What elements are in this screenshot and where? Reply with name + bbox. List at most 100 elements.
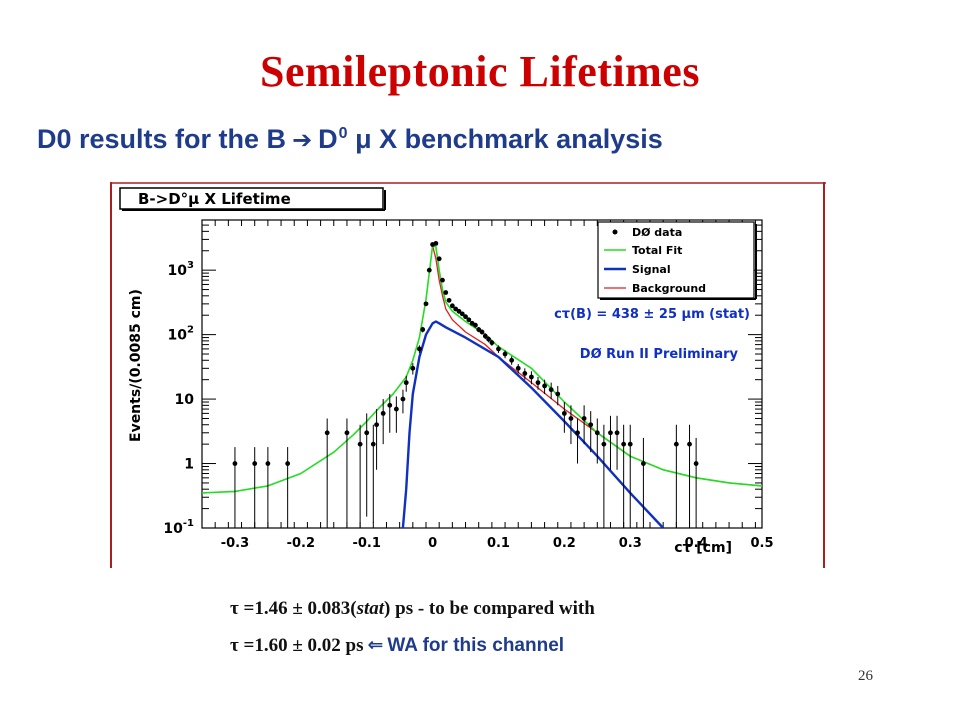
plot-frame <box>201 219 763 529</box>
x-tick-label: -0.2 <box>287 536 315 551</box>
data-point <box>621 441 627 447</box>
legend: DØ data Total Fit Signal Background <box>597 221 757 300</box>
result-line-world-average: τ =1.60 ± 0.02 ps ⇐ WA for this channel <box>230 634 564 657</box>
left-arrow-icon: ⇐ <box>367 634 384 656</box>
slide-title: Semileptonic Lifetimes <box>260 47 700 96</box>
subtitle-d-superscript: 0 <box>338 125 348 142</box>
data-point <box>285 461 291 466</box>
data-point <box>436 256 442 262</box>
data-point <box>479 329 485 335</box>
x-tick-label: 0.5 <box>750 536 773 551</box>
plot-title: B->D°μ X Lifetime <box>138 190 291 208</box>
data-points <box>232 241 699 528</box>
data-point <box>400 396 406 402</box>
data-point <box>535 380 541 386</box>
lifetime-plot: B->D°μ X Lifetime 10-1 1 10 102 103 -0.3 -0.2… <box>110 182 826 568</box>
data-point <box>608 430 613 436</box>
data-point <box>473 322 478 328</box>
legend-label-total-fit: Total Fit <box>632 244 682 257</box>
data-point <box>417 346 422 352</box>
data-point <box>588 422 594 428</box>
data-point <box>364 430 370 436</box>
data-point <box>443 290 449 295</box>
x-axis-label: cτ [cm] <box>674 540 732 556</box>
data-point <box>509 357 515 363</box>
result-measured-note: ) ps - to be compared with <box>384 598 595 619</box>
data-point <box>641 461 646 466</box>
lifetime-annotation: cτ(B) = 438 ± 25 μm (stat) <box>554 307 750 322</box>
data-point <box>693 461 699 466</box>
data-point <box>575 430 580 436</box>
subtitle-end: μ X benchmark analysis <box>355 124 663 154</box>
x-tick-label: 0.1 <box>487 536 510 551</box>
data-point <box>486 336 491 342</box>
data-point <box>433 241 439 246</box>
data-point <box>252 461 258 466</box>
y-axis-label: Events/(0.0085 cm) <box>128 289 144 442</box>
data-point <box>423 301 429 307</box>
data-point <box>420 327 426 332</box>
x-axis-labels: -0.3 -0.2 -0.1 0 0.1 0.2 0.3 0.4 0.5 <box>221 536 774 551</box>
data-point <box>687 441 692 447</box>
result-measured-value: τ =1.46 ± 0.083( <box>230 598 357 619</box>
data-point <box>502 351 508 357</box>
data-point <box>515 365 521 371</box>
data-point <box>482 333 488 339</box>
right-arrow-icon: ➔ <box>292 126 313 154</box>
result-line-measured: τ =1.46 ± 0.083(stat) ps - to be compare… <box>230 598 595 620</box>
data-point <box>463 314 468 320</box>
data-point <box>374 422 379 428</box>
data-point <box>456 308 462 314</box>
x-tick-label: 0 <box>428 536 437 551</box>
data-point <box>568 416 574 421</box>
y-axis-labels: 10-1 1 10 102 103 <box>163 260 194 537</box>
data-point <box>459 311 465 317</box>
data-point <box>601 441 607 447</box>
subtitle-d-meson: D <box>318 124 338 154</box>
y-tick-label: 102 <box>168 325 194 344</box>
data-point <box>324 430 330 436</box>
data-point <box>403 380 409 386</box>
legend-label-background: Background <box>632 282 706 295</box>
data-point <box>449 303 455 309</box>
result-wa-value: τ =1.60 ± 0.02 ps <box>230 635 364 656</box>
data-point <box>522 371 528 376</box>
page-number: 26 <box>858 668 873 684</box>
y-tick-label: 1 <box>184 457 194 473</box>
data-point <box>673 441 679 447</box>
data-point <box>561 410 567 416</box>
data-point <box>446 297 452 303</box>
data-point <box>344 430 350 436</box>
subtitle-start: D0 results for the B <box>37 124 287 154</box>
data-point <box>581 416 587 421</box>
result-stat-italic: stat <box>356 598 385 619</box>
x-tick-label: 0.2 <box>553 536 576 551</box>
lifetime-plot-svg: B->D°μ X Lifetime 10-1 1 10 102 103 -0.3 -0.2… <box>110 182 826 568</box>
data-point <box>614 430 620 436</box>
data-point <box>489 340 495 346</box>
data-point <box>265 461 271 466</box>
data-point <box>410 365 416 371</box>
data-point <box>357 441 363 447</box>
y-tick-label: 103 <box>168 260 194 279</box>
preliminary-annotation: DØ Run II Preliminary <box>580 347 739 362</box>
y-tick-label: 10-1 <box>163 518 194 537</box>
data-point <box>496 346 501 352</box>
data-point <box>370 441 376 447</box>
data-point <box>380 410 386 416</box>
result-wa-note: WA for this channel <box>387 635 565 656</box>
data-point <box>387 402 393 408</box>
y-tick-label: 10 <box>175 392 195 408</box>
data-point <box>232 461 238 466</box>
data-point <box>393 406 399 412</box>
data-point <box>542 383 547 389</box>
legend-data-marker <box>612 229 618 235</box>
data-point <box>476 327 482 332</box>
x-tick-label: -0.1 <box>352 536 380 551</box>
data-point <box>555 391 561 397</box>
slide-subtitle: D0 results for the B ➔ D0 μ X benchmark an… <box>37 124 663 155</box>
legend-label-data: DØ data <box>632 226 682 239</box>
data-point <box>627 441 633 447</box>
x-tick-label: 0.3 <box>619 536 642 551</box>
data-point <box>594 430 600 436</box>
